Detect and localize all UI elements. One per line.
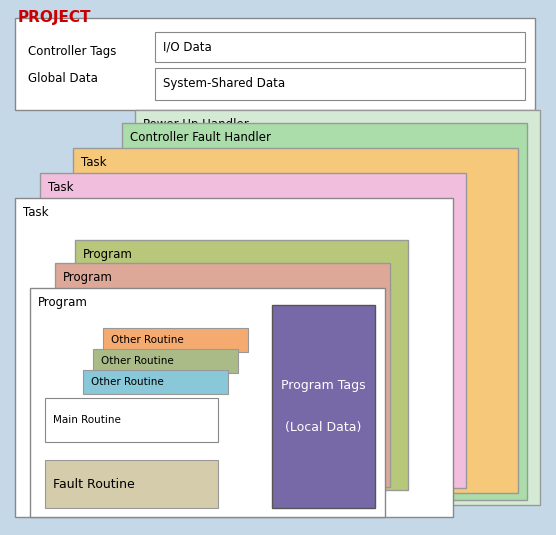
Text: Task: Task bbox=[81, 156, 107, 169]
Bar bbox=[55, 263, 390, 487]
Text: Other Routine: Other Routine bbox=[111, 335, 183, 345]
Text: Program Tags

(Local Data): Program Tags (Local Data) bbox=[281, 378, 365, 433]
Bar bbox=[155, 68, 525, 100]
Text: Program: Program bbox=[83, 248, 133, 261]
Text: Main Routine: Main Routine bbox=[53, 415, 121, 425]
Bar bbox=[30, 288, 385, 517]
Text: Other Routine: Other Routine bbox=[91, 377, 164, 387]
Bar bbox=[93, 349, 238, 373]
Bar bbox=[155, 32, 525, 62]
Bar bbox=[103, 328, 248, 352]
Bar bbox=[15, 18, 535, 110]
Bar bbox=[75, 240, 408, 490]
Text: Task: Task bbox=[48, 181, 73, 194]
Text: PROJECT: PROJECT bbox=[18, 10, 92, 25]
Text: Controller Tags: Controller Tags bbox=[28, 45, 116, 58]
Text: Other Routine: Other Routine bbox=[101, 356, 173, 366]
Text: Controller Fault Handler: Controller Fault Handler bbox=[130, 131, 271, 144]
Text: Power Up Handler: Power Up Handler bbox=[143, 118, 249, 131]
Bar bbox=[122, 123, 527, 500]
Text: Global Data: Global Data bbox=[28, 72, 98, 85]
Bar bbox=[45, 398, 218, 442]
Bar bbox=[272, 305, 375, 508]
Bar bbox=[45, 460, 218, 508]
Text: Task: Task bbox=[23, 206, 48, 219]
Text: Program: Program bbox=[38, 296, 88, 309]
Bar bbox=[135, 110, 540, 505]
Bar bbox=[40, 173, 466, 488]
Text: Fault Routine: Fault Routine bbox=[53, 478, 135, 491]
Bar bbox=[15, 198, 453, 517]
Text: I/O Data: I/O Data bbox=[163, 41, 212, 54]
Bar bbox=[73, 148, 518, 493]
Text: System-Shared Data: System-Shared Data bbox=[163, 78, 285, 90]
Text: Program: Program bbox=[63, 271, 113, 284]
Bar bbox=[83, 370, 228, 394]
